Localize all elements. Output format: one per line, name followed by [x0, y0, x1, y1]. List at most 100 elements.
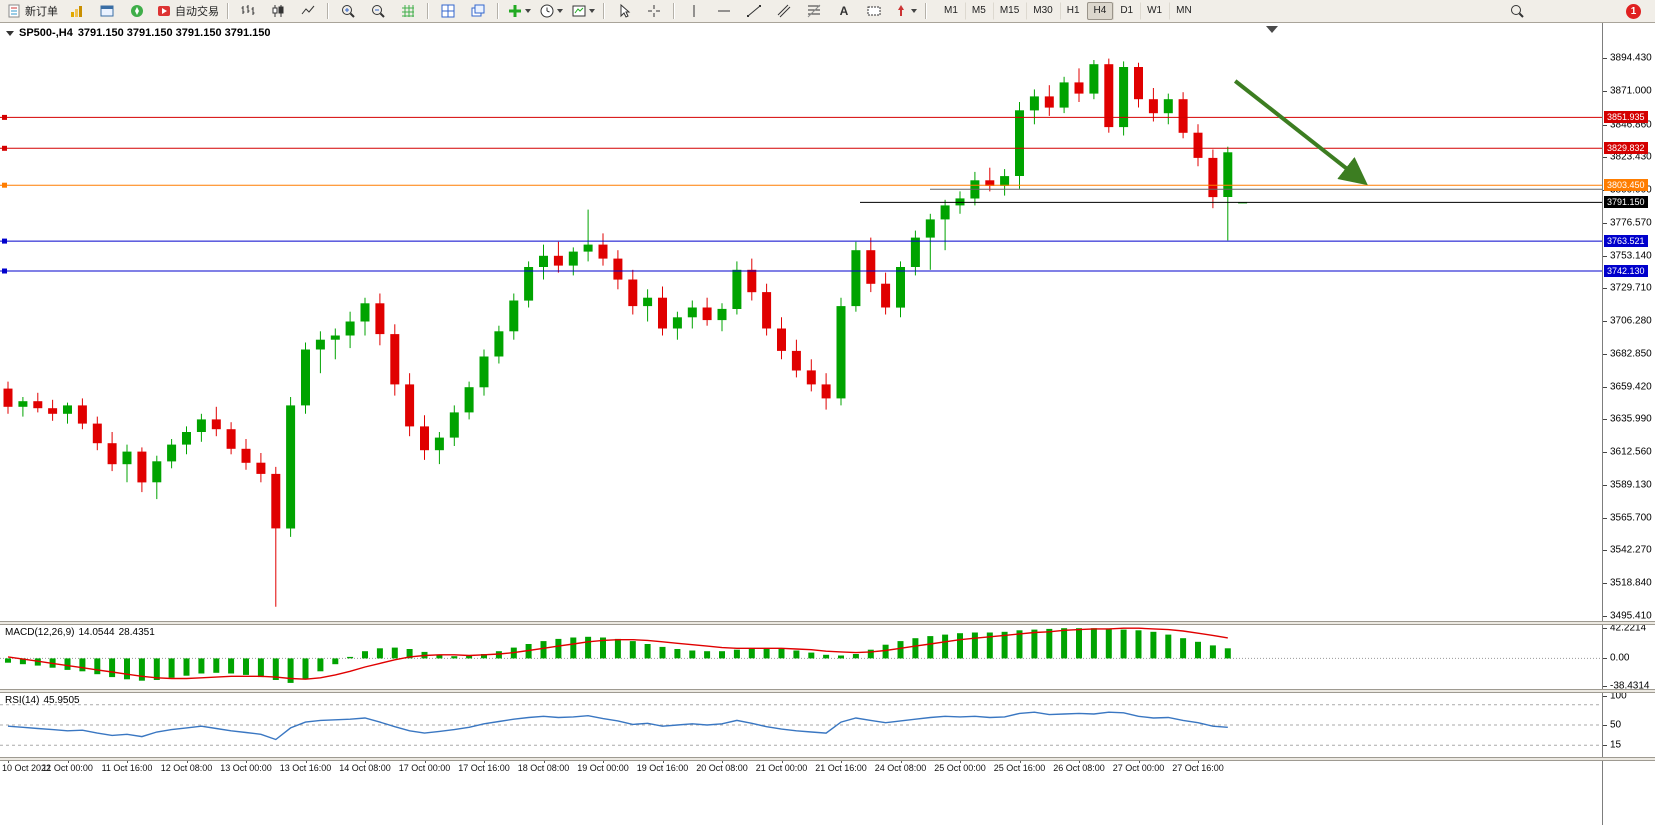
timeframe-d1-button[interactable]: D1 [1113, 2, 1140, 20]
chevron-down-icon [557, 9, 563, 13]
price-axis[interactable]: 3894.4303871.0003846.8603823.4303800.000… [1602, 23, 1655, 825]
navigator-icon [131, 5, 143, 17]
time-tick-mark [305, 760, 307, 763]
axis-tick-mark [1603, 628, 1607, 629]
search-button[interactable] [1503, 0, 1531, 22]
grid-button[interactable] [394, 0, 422, 22]
new-order-label: 新订单 [25, 6, 58, 18]
timeframe-m5-button[interactable]: M5 [964, 2, 993, 20]
chevron-down-icon [589, 9, 595, 13]
timeframe-m1-button[interactable]: M1 [944, 5, 958, 16]
cursor-button[interactable] [610, 0, 638, 22]
trendline-tool-button[interactable] [740, 0, 768, 22]
price-tick-label: 3635.990 [1610, 413, 1652, 425]
macd-signal-value: 28.4351 [118, 627, 155, 638]
text-tool-button[interactable]: A [830, 0, 858, 22]
pane-splitter-macd[interactable] [0, 621, 1655, 625]
axis-tick-mark [1603, 550, 1607, 552]
price-tick-label: 3729.710 [1610, 282, 1652, 294]
price-tick-label: 3589.130 [1610, 479, 1652, 491]
time-tick-label: 19 Oct 00:00 [577, 763, 629, 773]
price-tick-label: 3612.560 [1610, 446, 1652, 458]
market-watch-button[interactable] [63, 0, 91, 22]
horizontal-line-tool-button[interactable] [710, 0, 738, 22]
bar-chart-type-button[interactable] [234, 0, 262, 22]
zoom-out-icon [372, 5, 385, 18]
axis-tick-mark [1603, 288, 1607, 290]
macd-pane-canvas[interactable] [0, 625, 1602, 689]
axis-tick-mark [1603, 90, 1607, 92]
auto-trading-button[interactable]: 自动交易 [153, 0, 222, 22]
search-icon [1511, 5, 1524, 18]
text-tool-label: A [839, 4, 849, 18]
trendline-icon [747, 5, 761, 17]
zoom-in-button[interactable] [334, 0, 362, 22]
time-tick-mark [1138, 760, 1140, 763]
axis-tick-mark [1603, 58, 1607, 59]
candlestick-type-button[interactable] [264, 0, 292, 22]
auto-trading-label: 自动交易 [175, 6, 219, 18]
timeframe-mn-button[interactable]: MN [1169, 2, 1199, 20]
timeframe-group: M1 M5 M15 M30 H1 H4 D1 W1 MN [937, 2, 1199, 20]
time-tick-label: 27 Oct 00:00 [1112, 763, 1165, 773]
time-tick-mark [67, 760, 69, 763]
arrows-tool-button[interactable] [890, 0, 920, 22]
vertical-line-tool-button[interactable] [680, 0, 708, 22]
macd-label: MACD(12,26,9) 14.0544 28.4351 [5, 627, 159, 638]
timeframe-h1-button[interactable]: H1 [1059, 2, 1087, 20]
price-line-badge: 3851.935 [1604, 111, 1648, 124]
label-tool-button[interactable] [860, 0, 888, 22]
rsi-label: RSI(14) 45.9505 [5, 695, 84, 706]
notification-badge[interactable]: 1 [1626, 3, 1641, 19]
price-tick-label: 3659.420 [1610, 381, 1652, 393]
toolbar-separator [327, 3, 329, 19]
cascade-windows-button[interactable] [464, 0, 492, 22]
timeframe-w1-button[interactable]: W1 [1140, 2, 1169, 20]
data-window-button[interactable] [93, 0, 121, 22]
time-tick-mark [662, 760, 664, 763]
price-tick-label: 3495.410 [1610, 610, 1652, 622]
chart-window: SP500-,H4 3791.150 3791.150 3791.150 379… [0, 23, 1655, 825]
pane-splitter-time[interactable] [0, 757, 1655, 761]
tile-windows-icon [441, 4, 455, 18]
periods-button[interactable] [536, 0, 566, 22]
time-axis[interactable]: 10 Oct 2022 11 Oct 00:00 11 Oct 16:00 12 Oc… [0, 760, 1602, 776]
tile-windows-button[interactable] [434, 0, 462, 22]
templates-button[interactable] [568, 0, 598, 22]
indicators-button[interactable] [504, 0, 534, 22]
timeframe-h4-button[interactable]: H4 [1086, 2, 1114, 20]
crosshair-button[interactable] [640, 0, 668, 22]
zoom-out-button[interactable] [364, 0, 392, 22]
current-price-badge: 3791.150 [1604, 196, 1648, 209]
price-line-badge: 3803.450 [1604, 179, 1648, 192]
time-tick-label: 13 Oct 16:00 [279, 763, 332, 773]
timeframe-m30-button[interactable]: M30 [1026, 2, 1059, 20]
chart-collapse-icon[interactable] [6, 30, 14, 36]
arrow-annotation[interactable] [1233, 79, 1368, 186]
macd-tick-label: 42.2214 [1610, 622, 1647, 634]
market-watch-icon [71, 6, 82, 17]
new-order-button[interactable]: 新订单 [3, 0, 61, 22]
axis-tick-mark [1603, 615, 1607, 617]
rsi-pane-canvas[interactable] [0, 693, 1602, 757]
time-tick-label: 24 Oct 08:00 [874, 763, 927, 773]
time-tick-mark [127, 760, 128, 763]
line-chart-type-button[interactable] [294, 0, 322, 22]
price-chart-canvas[interactable] [0, 23, 1602, 621]
navigator-button[interactable] [123, 0, 151, 22]
time-tick-label: 10 Oct 2022 [2, 763, 52, 773]
timeframe-m15-button[interactable]: M15 [992, 2, 1026, 20]
axis-tick-mark [1603, 386, 1607, 388]
pane-splitter-rsi[interactable] [0, 689, 1655, 693]
chart-shift-marker[interactable] [1266, 26, 1278, 33]
toolbar-separator [603, 3, 605, 19]
channel-tool-button[interactable] [770, 0, 798, 22]
time-tick-mark [1079, 760, 1080, 763]
axis-tick-mark [1603, 353, 1607, 355]
fibonacci-tool-button[interactable] [800, 0, 828, 22]
time-tick-mark [603, 760, 604, 763]
chart-template-icon [572, 5, 586, 17]
time-tick-label: 17 Oct 16:00 [458, 763, 510, 773]
time-tick-mark [186, 760, 188, 763]
axis-tick-mark [1603, 321, 1607, 323]
